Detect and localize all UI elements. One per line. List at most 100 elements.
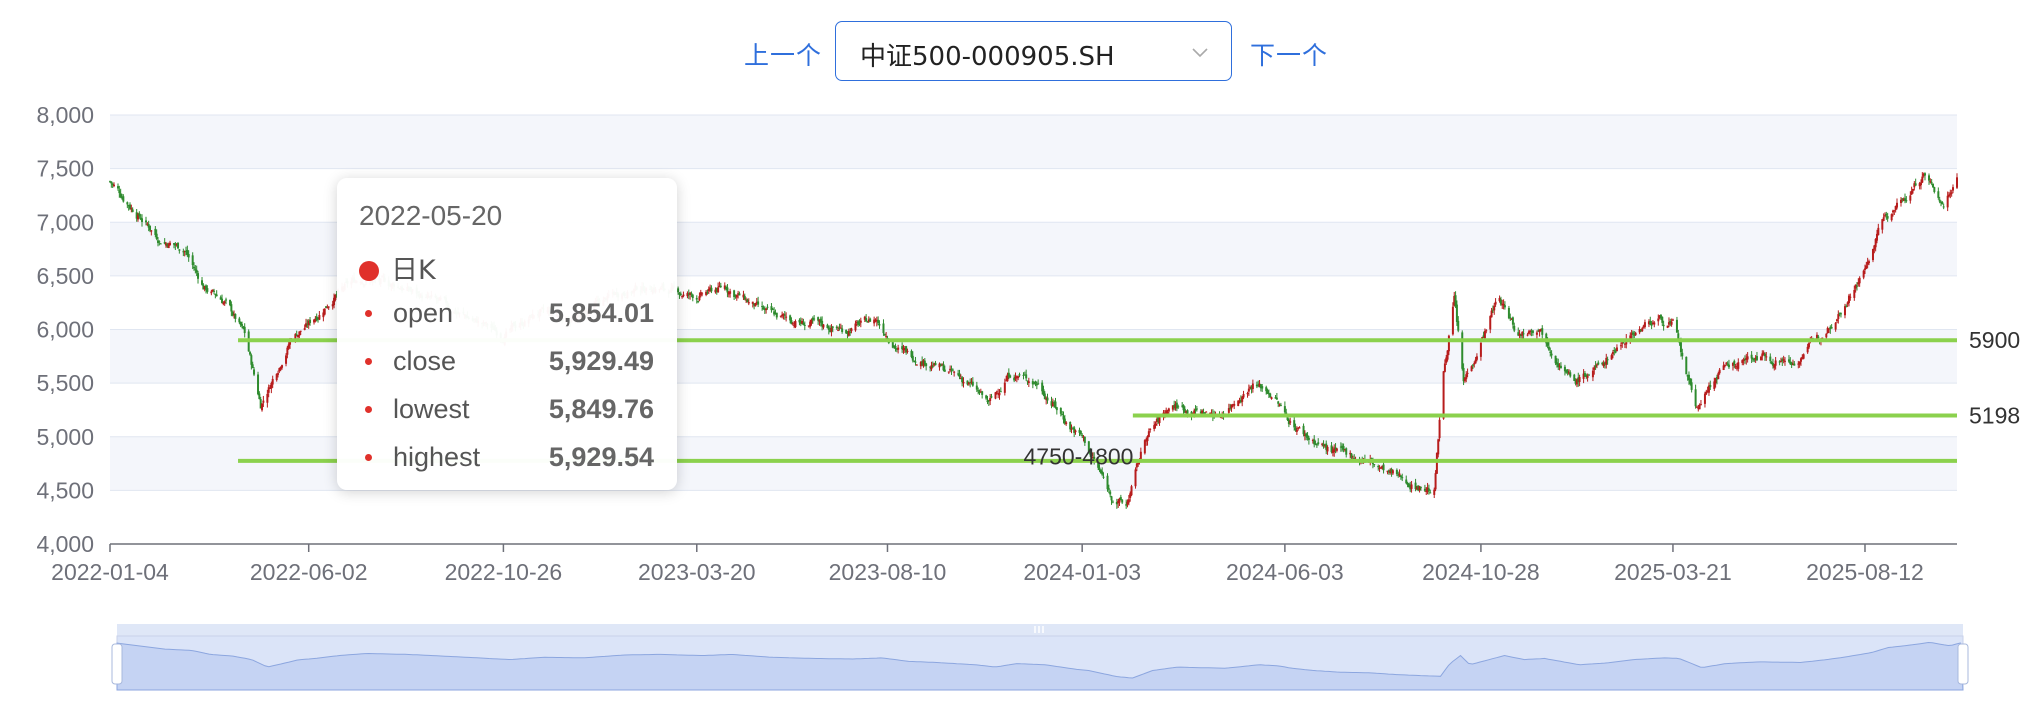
candle-body: [334, 294, 337, 300]
candle-body: [1293, 420, 1296, 428]
candle-body: [1098, 467, 1101, 471]
candle-body: [826, 324, 829, 329]
candle-body: [1714, 378, 1717, 384]
candle-body: [1194, 409, 1197, 411]
candle-body: [1257, 384, 1260, 386]
prev-button[interactable]: 上一个: [744, 41, 823, 70]
candle-body: [201, 280, 204, 285]
candle-body: [1110, 496, 1113, 501]
candle-body: [1885, 214, 1888, 216]
candle-body: [1886, 216, 1889, 219]
candle-body: [1341, 445, 1344, 449]
y-tick-label: 7,000: [36, 209, 94, 235]
candle-body: [1073, 427, 1076, 433]
candle-body: [821, 320, 824, 327]
candle-body: [1511, 317, 1514, 325]
candle-body: [846, 332, 849, 334]
candle-body: [1806, 346, 1809, 353]
candle-body: [799, 321, 802, 324]
candle-body: [771, 309, 774, 311]
candle-body: [1538, 329, 1541, 333]
candle-body: [678, 293, 681, 295]
candle-body: [1251, 383, 1254, 390]
candle-body: [1770, 362, 1773, 365]
candle-body: [137, 214, 140, 220]
candle-body: [979, 391, 982, 393]
candle-body: [891, 342, 894, 348]
grid-band: [110, 115, 1957, 169]
candle-body: [1602, 363, 1605, 367]
candle-body: [1275, 397, 1278, 400]
candle-body: [1622, 342, 1625, 344]
candle-body: [689, 292, 692, 295]
candle-body: [783, 314, 786, 316]
candle-body: [205, 285, 208, 290]
candle-body: [1042, 389, 1045, 396]
candle-body: [271, 378, 274, 385]
candle-body: [303, 328, 306, 330]
zoom-handle[interactable]: [111, 643, 123, 685]
candle-body: [757, 301, 760, 305]
candle-body: [325, 306, 328, 308]
candle-body: [305, 323, 308, 327]
candle-body: [1322, 443, 1325, 447]
candle-body: [854, 323, 857, 331]
candle-body: [839, 327, 842, 329]
candle-body: [1203, 412, 1206, 414]
candle-body: [1267, 393, 1270, 395]
candle-body: [709, 287, 712, 290]
candle-body: [1482, 335, 1485, 338]
symbol-select[interactable]: 中证500-000905.SH: [835, 21, 1232, 81]
candle-body: [299, 330, 302, 332]
tooltip: 2022-05-20 日K open 5,854.01 close 5,929.…: [337, 178, 677, 490]
candle-body: [323, 308, 326, 315]
candle-body: [1513, 325, 1516, 331]
candle-body: [1353, 458, 1356, 460]
x-tick-label: 2025-03-21: [1614, 559, 1732, 585]
y-tick-label: 5,500: [36, 370, 94, 396]
candle-body: [1549, 351, 1552, 353]
zoom-handle[interactable]: [1957, 643, 1969, 685]
candle-body: [930, 365, 933, 370]
candle-body: [298, 331, 301, 336]
candle-body: [929, 366, 932, 368]
candle-body: [1391, 470, 1394, 474]
candle-body: [185, 251, 188, 253]
candle-body: [1323, 445, 1326, 447]
candle-body: [698, 296, 701, 301]
candle-body: [1799, 358, 1802, 362]
next-button[interactable]: 下一个: [1250, 41, 1329, 70]
y-tick-label: 7,500: [36, 156, 94, 182]
candle-body: [1050, 401, 1053, 406]
candle-body: [1305, 433, 1308, 437]
candle-body: [1577, 377, 1580, 383]
candle-body: [951, 369, 954, 371]
candle-body: [1722, 365, 1725, 370]
candle-body: [1229, 407, 1232, 409]
tooltip-label: open: [393, 298, 454, 328]
candle-body: [1522, 333, 1525, 335]
candle-body: [1582, 373, 1585, 379]
candle-body: [1433, 489, 1436, 495]
candle-body: [755, 301, 758, 304]
candle-body: [1107, 488, 1110, 490]
candle-body: [818, 319, 821, 322]
candle-body: [1567, 372, 1570, 374]
candle-body: [707, 288, 710, 292]
candle-body: [253, 369, 256, 375]
candle-body: [742, 294, 745, 298]
candle-body: [1379, 467, 1382, 469]
candle-body: [1071, 428, 1074, 430]
candle-body: [1798, 361, 1801, 365]
candle-body: [1882, 217, 1885, 221]
candle-body: [241, 324, 244, 326]
candle-body: [1921, 176, 1924, 183]
candle-body: [1825, 333, 1828, 338]
candle-body: [1527, 331, 1530, 334]
candle-body: [855, 321, 858, 323]
candle-body: [1503, 305, 1506, 308]
candle-body: [1137, 462, 1140, 465]
candle-body: [155, 233, 158, 239]
candle-body: [1573, 374, 1576, 381]
